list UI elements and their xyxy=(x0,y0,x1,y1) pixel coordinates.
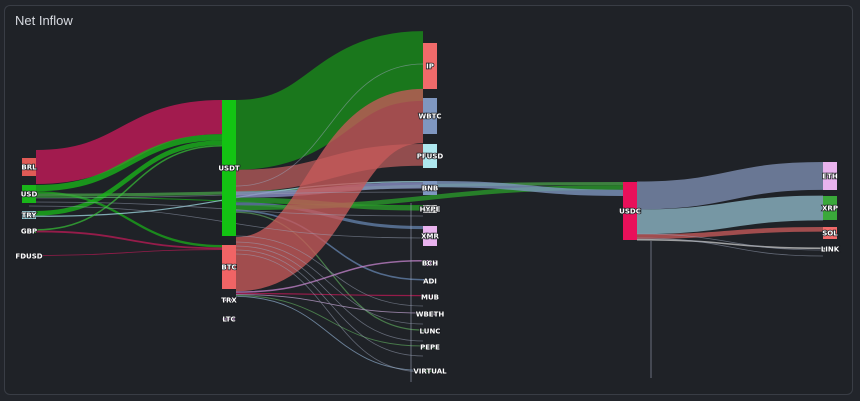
node-brl[interactable] xyxy=(22,158,36,176)
node-label-pfusd: PFUSD xyxy=(417,153,444,161)
node-label-adi: ADI xyxy=(423,278,437,286)
node-xrp[interactable] xyxy=(823,196,837,220)
node-label-ip: IP xyxy=(426,63,434,71)
node-trx[interactable] xyxy=(222,299,236,301)
link-try-usdt[interactable] xyxy=(35,140,223,216)
link-btc-virtual[interactable] xyxy=(235,295,424,371)
hairline-link-6 xyxy=(235,249,424,357)
node-gbp[interactable] xyxy=(22,229,36,233)
node-label-trx: TRX xyxy=(221,297,237,305)
node-virtual[interactable] xyxy=(423,370,437,372)
node-label-try: TRY xyxy=(22,212,38,220)
labels-layer: BRL USD TRY GBP FDUSD USDT BTC TRX LTC IP WBTC PFUS… xyxy=(15,62,841,377)
node-lunc[interactable] xyxy=(423,329,437,333)
node-label-xmr: XMR xyxy=(421,233,439,241)
node-usd[interactable] xyxy=(22,185,36,203)
node-eth[interactable] xyxy=(823,162,837,190)
link-bnb-usdc[interactable] xyxy=(436,181,624,196)
hairline-link-5 xyxy=(235,245,424,342)
node-label-ltc: LTC xyxy=(222,316,235,324)
hairline-link-10 xyxy=(636,237,824,257)
hairline-link-8 xyxy=(235,63,424,187)
node-bnb[interactable] xyxy=(423,181,437,195)
link-gbp-usdt[interactable] xyxy=(35,144,223,231)
node-try[interactable] xyxy=(22,211,36,219)
node-label-xrp: XRP xyxy=(822,205,838,213)
links-layer xyxy=(28,31,824,382)
hairline-link-3 xyxy=(235,235,424,307)
link-btc-pepe[interactable] xyxy=(235,295,424,347)
node-label-mub: MUB xyxy=(421,294,439,302)
panel-title: Net Inflow xyxy=(15,13,73,28)
node-label-usdt: USDT xyxy=(218,165,240,173)
node-label-fdusd: FDUSD xyxy=(15,253,42,261)
node-ltc[interactable] xyxy=(222,318,236,320)
node-sol[interactable] xyxy=(823,227,837,239)
node-label-sol: SOL xyxy=(822,230,838,238)
node-pepe[interactable] xyxy=(423,345,437,349)
node-label-bch: BCH xyxy=(422,260,438,268)
node-adi[interactable] xyxy=(423,279,437,283)
node-label-hype: HYPE xyxy=(420,206,441,214)
node-fdusd[interactable] xyxy=(22,255,36,257)
link-btc-wbeth[interactable] xyxy=(235,294,424,314)
node-xmr[interactable] xyxy=(423,226,437,246)
nodes-layer xyxy=(22,43,837,372)
node-label-usdc: USDC xyxy=(619,208,641,216)
node-label-brl: BRL xyxy=(21,164,37,172)
node-link[interactable] xyxy=(823,247,837,251)
link-gbp-btc[interactable] xyxy=(35,230,223,250)
node-label-wbtc: WBTC xyxy=(419,113,442,121)
node-wbeth[interactable] xyxy=(423,312,437,316)
node-label-wbeth: WBETH xyxy=(416,311,445,319)
link-fdusd-btc[interactable] xyxy=(35,249,223,256)
node-ip[interactable] xyxy=(423,43,437,89)
node-label-bnb: BNB xyxy=(422,185,439,193)
node-usdc[interactable] xyxy=(623,182,637,240)
node-bch[interactable] xyxy=(423,260,437,266)
link-usdt-adi[interactable] xyxy=(235,210,424,281)
net-inflow-panel: Net Inflow BRL USD TRY GBP FDUSD USDT BTC TRX LT… xyxy=(4,5,853,395)
node-btc[interactable] xyxy=(222,245,236,289)
hairline-link-7 xyxy=(235,253,424,373)
node-label-pepe: PEPE xyxy=(420,344,440,352)
node-hype[interactable] xyxy=(423,205,437,213)
link-usd-usdt[interactable] xyxy=(35,134,223,192)
node-label-gbp: GBP xyxy=(21,228,37,236)
link-brl-usdt[interactable] xyxy=(35,100,223,185)
sankey-chart: BRL USD TRY GBP FDUSD USDT BTC TRX LTC IP WBTC PFUS… xyxy=(15,31,841,382)
link-usdc-sol[interactable] xyxy=(636,227,824,239)
link-usd-btc[interactable] xyxy=(35,191,223,248)
hairline-link-9 xyxy=(636,233,824,251)
hairline-link-4 xyxy=(235,241,424,325)
link-btc-wbtc[interactable] xyxy=(233,88,426,292)
node-usdt[interactable] xyxy=(222,100,236,236)
link-btc-mub[interactable] xyxy=(235,292,424,297)
link-usdc-xrp[interactable] xyxy=(636,195,824,235)
node-label-link: LINK xyxy=(821,246,840,254)
node-label-usd: USD xyxy=(21,191,38,199)
node-label-lunc: LUNC xyxy=(420,328,441,336)
link-btc-bch[interactable] xyxy=(235,260,424,293)
link-usdc-eth[interactable] xyxy=(636,162,824,210)
node-pfusd[interactable] xyxy=(423,144,437,168)
node-wbtc[interactable] xyxy=(423,98,437,134)
node-label-eth: ETH xyxy=(822,173,838,181)
node-label-btc: BTC xyxy=(221,264,236,272)
node-label-virtual: VIRTUAL xyxy=(413,368,447,376)
node-mub[interactable] xyxy=(423,295,437,299)
link-usdc-link[interactable] xyxy=(636,238,824,250)
